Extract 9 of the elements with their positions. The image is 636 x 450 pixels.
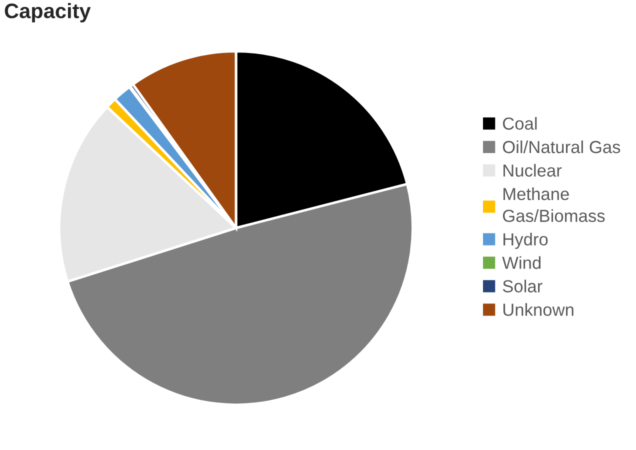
legend-label: Oil/Natural Gas: [502, 140, 620, 154]
legend-label: Wind: [502, 256, 541, 269]
legend-label: Hydro: [504, 232, 548, 249]
legend-label: Solar: [502, 280, 542, 292]
legend-label: Methane Gas/Biomass: [502, 187, 605, 222]
legend-label: Unknown: [503, 303, 574, 316]
legend-label: Coal: [502, 117, 537, 130]
legend-label: Nuclear: [504, 164, 562, 177]
chart-title: Capacity: [4, 3, 91, 22]
